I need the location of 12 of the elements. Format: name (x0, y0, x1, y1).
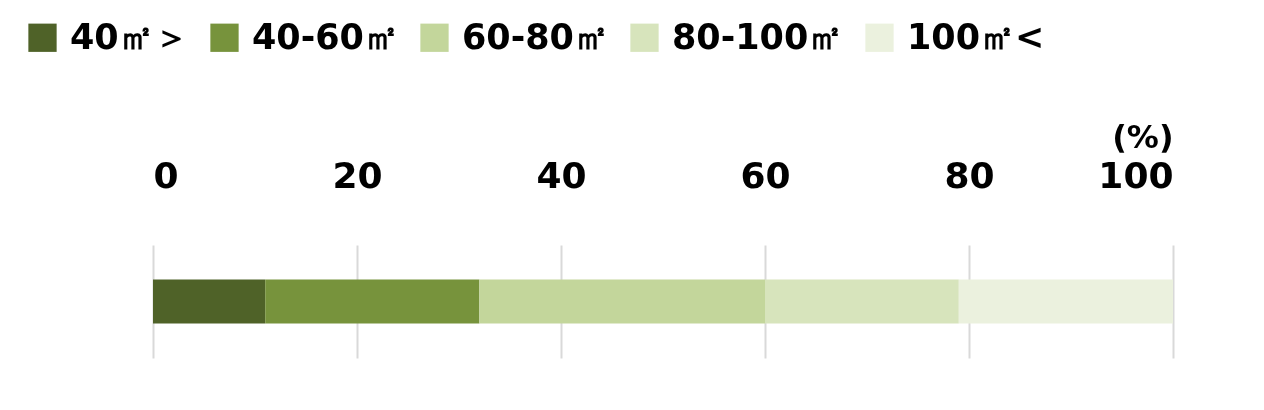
legend-label: 40㎡＞ (70, 16, 189, 57)
x-tick-label: 60 (740, 154, 791, 196)
legend-label: 80-100㎡ (672, 16, 844, 57)
x-tick-label: 40 (536, 154, 587, 196)
x-tick-label: 0 (153, 154, 179, 196)
legend-label: 100㎡< (907, 16, 1045, 57)
legend-label: 60-80㎡ (462, 16, 609, 57)
x-axis-title: (%) (1112, 117, 1174, 156)
x-tick-label: 100 (1098, 154, 1174, 196)
x-tick-label: 20 (332, 154, 383, 196)
legend-label: 40-60㎡ (252, 16, 399, 57)
x-tick-label: 80 (944, 154, 995, 196)
